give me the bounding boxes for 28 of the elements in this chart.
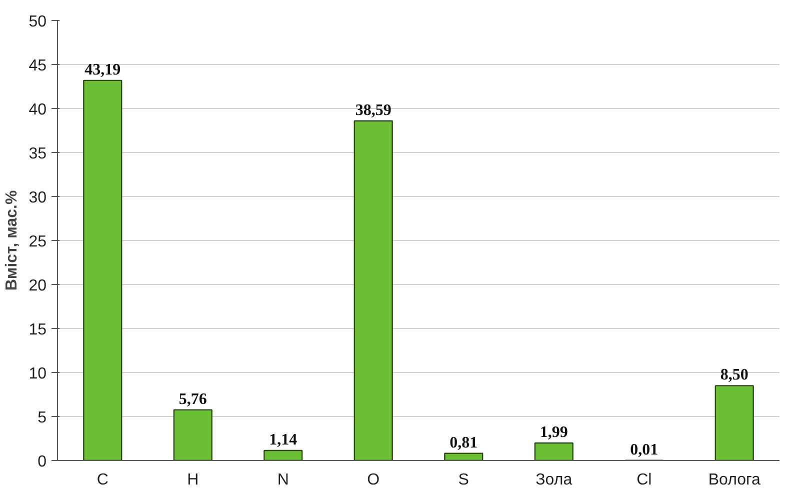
- y-tick-label: 35: [28, 146, 47, 162]
- data-label: 43,19: [84, 61, 121, 78]
- x-tick-label: H: [187, 472, 199, 488]
- x-tick-label: Зола: [536, 472, 572, 488]
- y-tick-label: 25: [28, 234, 47, 250]
- data-label: 8,50: [720, 366, 748, 384]
- y-tick-label: 30: [28, 190, 47, 206]
- x-tick-label: N: [277, 472, 289, 488]
- data-label: 0,01: [630, 441, 658, 458]
- y-tick-label: 50: [28, 14, 47, 30]
- y-tick-label: 15: [28, 322, 47, 338]
- data-label: 1,99: [540, 424, 568, 441]
- x-tick-label: C: [96, 472, 108, 488]
- x-tick-label: Cl: [636, 472, 652, 488]
- data-label: 38,59: [355, 102, 392, 119]
- x-tick-label: O: [367, 472, 380, 488]
- y-axis-title: Вміст, мас.%: [4, 190, 21, 291]
- data-label: 0,81: [450, 434, 478, 452]
- y-tick-label: 5: [38, 410, 47, 426]
- x-tick-label: S: [458, 472, 469, 488]
- y-tick-label: 0: [38, 454, 47, 470]
- y-tick-label: 20: [28, 278, 47, 294]
- y-tick-label: 40: [28, 102, 47, 118]
- y-tick-label: 10: [28, 366, 47, 382]
- x-tick-label: Волога: [708, 472, 760, 488]
- y-tick-label: 45: [28, 58, 47, 74]
- data-label: 5,76: [178, 390, 207, 408]
- data-label: 1,14: [269, 431, 298, 448]
